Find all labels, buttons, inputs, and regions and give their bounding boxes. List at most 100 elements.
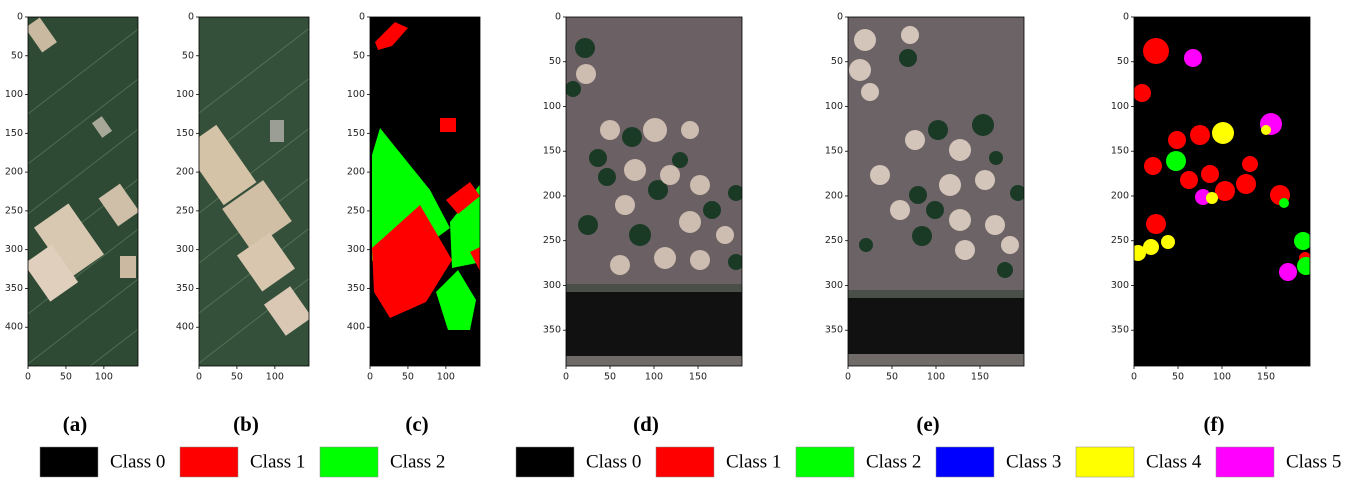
y-tick-label: 0 [1123, 12, 1129, 23]
y-tick-label: 150 [347, 128, 365, 139]
x-tick-label: 0 [25, 372, 31, 383]
y-tick-label: 100 [347, 89, 365, 100]
y-tick-label: 300 [5, 244, 23, 255]
y-tick-label: 300 [1111, 280, 1129, 291]
y-tick-label: 300 [347, 244, 365, 255]
x-tick-label: 100 [645, 372, 663, 383]
x-tick-label: 0 [367, 372, 373, 383]
legend-label: Class 3 [1006, 451, 1061, 472]
panel-label: (b) [233, 412, 259, 436]
y-tick-label: 0 [555, 12, 561, 23]
y-tick-label: 400 [5, 322, 23, 333]
legend-label: Class 1 [250, 451, 305, 472]
image-f [1130, 17, 1315, 366]
y-tick-label: 200 [1111, 190, 1129, 201]
x-tick-label: 50 [604, 372, 616, 383]
y-tick-label: 50 [549, 56, 561, 67]
y-tick-label: 150 [5, 128, 23, 139]
x-tick-label: 0 [1131, 372, 1137, 383]
y-tick-label: 50 [11, 50, 23, 61]
y-tick-label: 350 [5, 283, 23, 294]
y-tick-label: 0 [188, 12, 194, 23]
legend-label: Class 2 [390, 451, 445, 472]
y-tick-label: 300 [825, 280, 843, 291]
y-tick-label: 300 [176, 244, 194, 255]
x-tick-label: 150 [971, 372, 989, 383]
x-tick-label: 50 [402, 372, 414, 383]
x-tick-label: 100 [266, 372, 284, 383]
y-tick-label: 150 [825, 146, 843, 157]
y-tick-label: 250 [825, 235, 843, 246]
y-tick-label: 200 [825, 190, 843, 201]
legend-swatch [40, 447, 98, 477]
legend-swatch [1216, 447, 1274, 477]
image-b [184, 17, 320, 370]
panel-label: (a) [63, 412, 88, 436]
y-tick-label: 0 [359, 12, 365, 23]
y-tick-label: 250 [347, 205, 365, 216]
legend-swatch [1076, 447, 1134, 477]
legend-label: Class 4 [1146, 451, 1202, 472]
y-tick-label: 0 [837, 12, 843, 23]
y-tick-label: 350 [543, 325, 561, 336]
y-tick-label: 50 [1117, 56, 1129, 67]
x-tick-label: 50 [1172, 372, 1184, 383]
y-tick-label: 100 [543, 101, 561, 112]
y-tick-label: 0 [17, 12, 23, 23]
legend-swatch [656, 447, 714, 477]
legend-label: Class 0 [110, 451, 165, 472]
x-tick-label: 0 [563, 372, 569, 383]
x-tick-label: 0 [196, 372, 202, 383]
x-tick-label: 50 [231, 372, 243, 383]
y-tick-label: 200 [176, 167, 194, 178]
y-tick-label: 350 [1111, 325, 1129, 336]
y-tick-label: 250 [1111, 235, 1129, 246]
x-tick-label: 50 [886, 372, 898, 383]
y-tick-label: 350 [347, 283, 365, 294]
x-tick-label: 150 [1257, 372, 1275, 383]
panel-label: (f) [1204, 412, 1225, 436]
y-tick-label: 100 [1111, 101, 1129, 112]
figure: 0 50 100 150 200 250 300 350 400 0 50 100 (a) 0 50 100 1… [0, 0, 1355, 478]
image-e [848, 17, 1026, 366]
y-tick-label: 350 [176, 283, 194, 294]
legend-swatch [180, 447, 238, 477]
y-tick-label: 400 [176, 322, 194, 333]
legend-swatch [320, 447, 378, 477]
legend-label: Class 1 [726, 451, 781, 472]
x-tick-label: 150 [689, 372, 707, 383]
y-tick-label: 200 [543, 190, 561, 201]
y-tick-label: 200 [347, 167, 365, 178]
y-tick-label: 50 [182, 50, 194, 61]
y-tick-label: 50 [831, 56, 843, 67]
y-tick-label: 50 [353, 50, 365, 61]
legend-label: Class 0 [586, 451, 641, 472]
y-tick-label: 250 [176, 205, 194, 216]
legend-label: Class 2 [866, 451, 921, 472]
y-tick-label: 150 [1111, 146, 1129, 157]
y-tick-label: 100 [176, 89, 194, 100]
y-tick-label: 250 [543, 235, 561, 246]
y-tick-label: 150 [543, 146, 561, 157]
x-tick-label: 100 [437, 372, 455, 383]
y-tick-label: 300 [543, 280, 561, 291]
legend-swatch [796, 447, 854, 477]
x-tick-label: 100 [1213, 372, 1231, 383]
y-tick-label: 400 [347, 322, 365, 333]
y-tick-label: 150 [176, 128, 194, 139]
panel-label: (e) [916, 412, 939, 436]
x-tick-label: 0 [845, 372, 851, 383]
image-c [370, 17, 482, 366]
legend-label: Class 5 [1286, 451, 1341, 472]
x-tick-label: 100 [95, 372, 113, 383]
image-a [20, 17, 150, 420]
legend-swatch [936, 447, 994, 477]
y-tick-label: 100 [825, 101, 843, 112]
panel-label: (d) [633, 412, 659, 436]
panel-label: (c) [405, 412, 428, 436]
y-tick-label: 250 [5, 205, 23, 216]
y-tick-label: 200 [5, 167, 23, 178]
x-tick-label: 50 [60, 372, 72, 383]
y-tick-label: 350 [825, 325, 843, 336]
image-d [565, 17, 744, 366]
